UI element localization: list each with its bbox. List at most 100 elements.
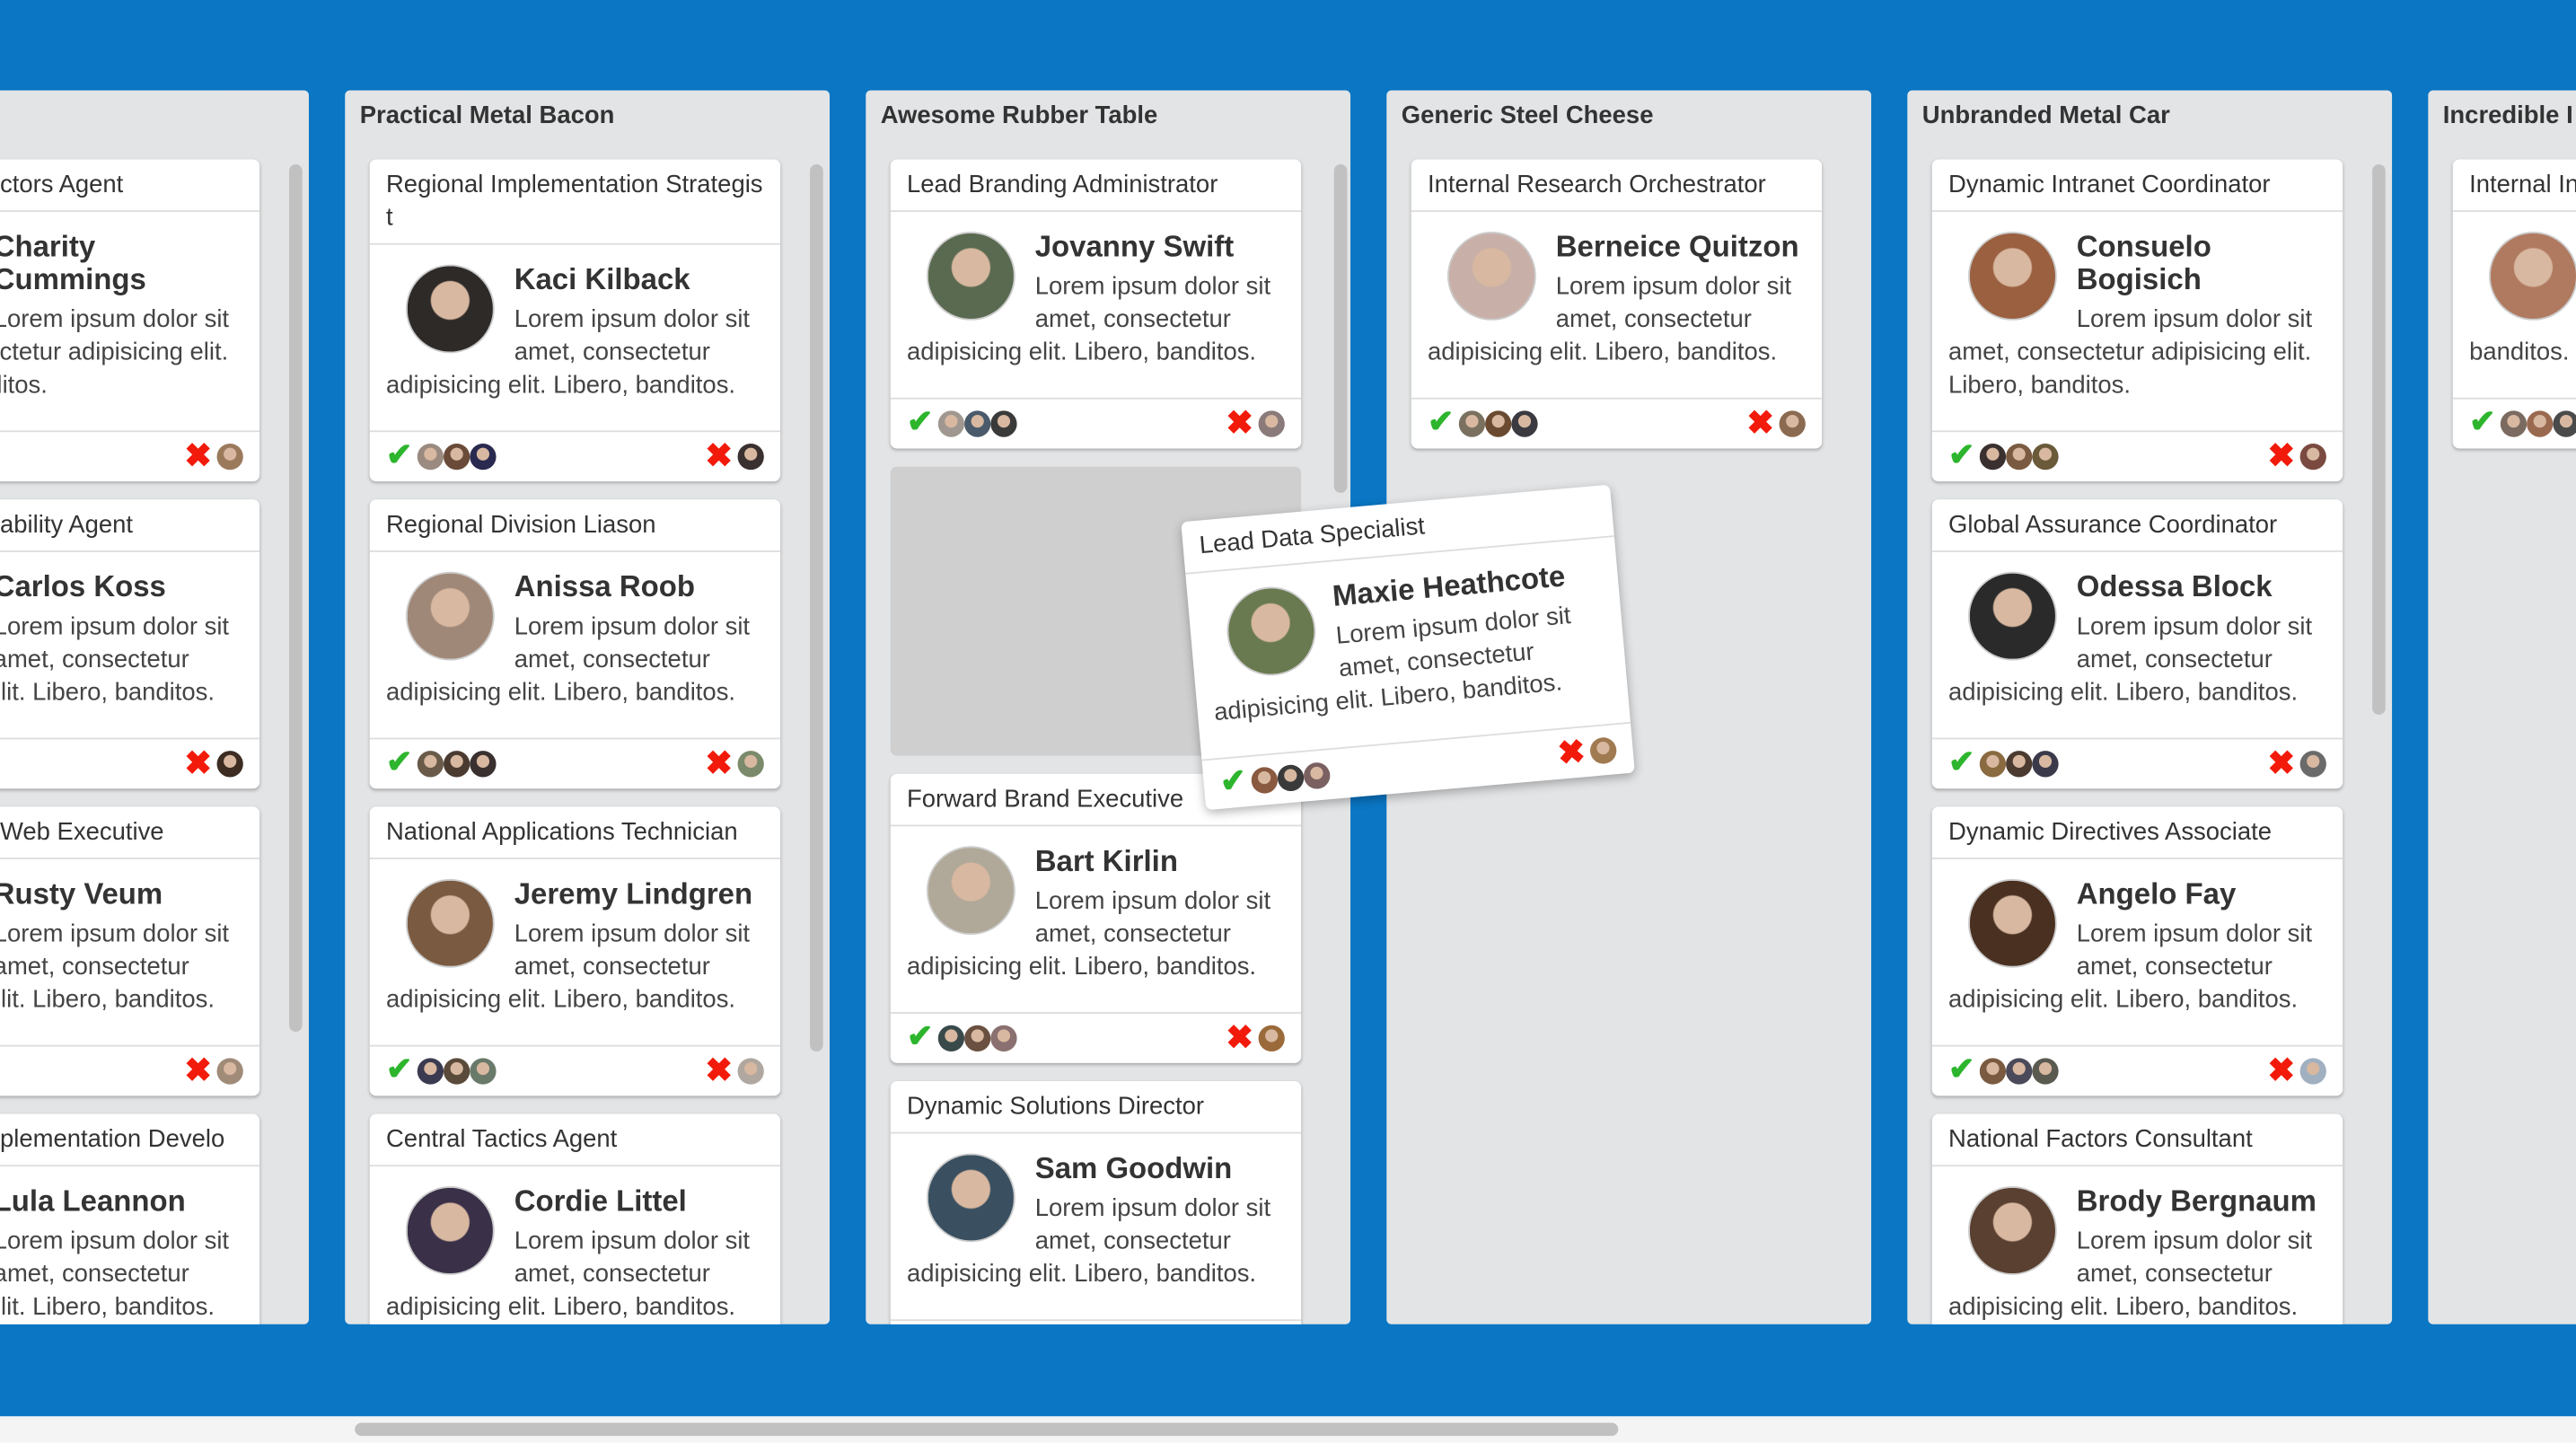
card[interactable]: Lead Branding Administrator Jovanny Swift… (890, 159, 1302, 449)
avatar (405, 878, 495, 968)
vertical-scrollbar-thumb[interactable] (810, 163, 823, 1052)
cross-icon[interactable]: ✖ (705, 745, 734, 782)
card-body: Sam Goodwin Lorem ipsum dolor sit amet, c… (891, 1134, 1301, 1320)
card-name: Jeremy Lindgren (514, 877, 753, 911)
approver-avatar (2005, 1058, 2033, 1085)
avatar (1446, 231, 1536, 321)
card[interactable]: Regional Implementation Strategist Kaci K… (369, 159, 781, 482)
card-description: Lorem ipsum dolor sit amet, consectetur … (385, 919, 751, 1014)
card[interactable]: Global Assurance Coordinator Odessa Block… (1931, 499, 2343, 789)
rejecter-avatar (737, 1058, 764, 1085)
vertical-scrollbar-thumb[interactable] (289, 163, 303, 1033)
dragged-card[interactable]: Lead Data Specialist Maxie Heathcote Lorem… (1181, 484, 1635, 811)
card[interactable]: plementation Develo Lula Leannon Lorem ips… (0, 1113, 260, 1324)
card[interactable]: Dynamic Solutions Director Sam Goodwin Lor… (890, 1080, 1302, 1324)
cross-icon[interactable]: ✖ (2267, 438, 2296, 475)
approver-avatar (417, 751, 444, 778)
cross-icon[interactable]: ✖ (705, 438, 734, 475)
card-title: ctors Agent (0, 159, 260, 213)
card-body: Angelo Fay Lorem ipsum dolor sit amet, co… (1932, 859, 2343, 1045)
approver-avatar (990, 410, 1017, 437)
cross-icon[interactable]: ✖ (2267, 1052, 2296, 1090)
card-body: Berneice Quitzon Lorem ipsum dolor sit am… (1411, 212, 1822, 398)
rejecter-avatar (1258, 1025, 1285, 1052)
check-icon[interactable]: ✔ (1428, 405, 1455, 441)
card[interactable]: Dynamic Intranet Coordinator Consuelo Bog… (1931, 159, 2343, 482)
card-description: Lorem ipsum dolor sit amet, consectetur … (385, 305, 751, 400)
vertical-scrollbar-thumb[interactable] (1333, 163, 1348, 493)
cross-icon[interactable]: ✖ (2267, 745, 2296, 782)
approver-avatar (443, 751, 470, 778)
card[interactable]: Web Executive Rusty Veum Lorem ipsum dolor… (0, 806, 260, 1096)
card-footer: ✔✖ (1931, 1044, 2343, 1096)
check-icon[interactable]: ✔ (1948, 438, 1975, 473)
approver-avatar (1250, 766, 1279, 795)
card-body: Lorem ipsum dolor sit amet, consectetur … (2453, 212, 2576, 398)
card[interactable]: Central Tactics Agent Cordie Littel Lorem … (369, 1113, 781, 1324)
card[interactable]: National Applications Technician Jeremy L… (369, 806, 781, 1096)
card[interactable]: Dynamic Directives Associate Angelo Fay Lo… (1931, 806, 2343, 1096)
approver-avatar (1511, 410, 1538, 437)
card-body: Maxie Heathcote Lorem ipsum dolor sit ame… (1185, 537, 1631, 760)
card[interactable]: National Factors Consultant Brody Bergnau… (1931, 1113, 2343, 1324)
card-body: Kaci Kilback Lorem ipsum dolor sit amet, … (370, 245, 780, 431)
approver-avatar (417, 1058, 444, 1085)
check-icon[interactable]: ✔ (1218, 763, 1248, 801)
vertical-scrollbar-thumb[interactable] (2372, 163, 2386, 715)
horizontal-scrollbar[interactable] (0, 1416, 2576, 1443)
card-body: Cordie Littel Lorem ipsum dolor sit amet,… (370, 1166, 780, 1324)
avatar (926, 231, 1015, 321)
card[interactable]: ability Agent Carlos Koss Lorem ipsum dolo… (0, 499, 260, 789)
check-icon[interactable]: ✔ (385, 1052, 413, 1088)
approver-avatar (443, 1058, 470, 1085)
approver-avatar (990, 1025, 1017, 1052)
cross-icon[interactable]: ✖ (184, 745, 213, 782)
check-icon[interactable]: ✔ (385, 438, 413, 473)
card-name: Odessa Block (2076, 569, 2273, 603)
card-description: Lorem ipsum dolor sit amet, consectetur … (385, 1227, 751, 1322)
check-icon[interactable]: ✔ (907, 1020, 934, 1055)
card[interactable]: Internal Research Orchestrator Berneice Q… (1411, 159, 1823, 449)
horizontal-scrollbar-thumb[interactable] (355, 1422, 1619, 1437)
approver-avatar (1979, 751, 2006, 778)
card-name: Charity Cummings (0, 230, 146, 296)
card-footer: ✔✖ (890, 397, 1302, 449)
card-body: Brody Bergnaum Lorem ipsum dolor sit amet… (1932, 1166, 2343, 1324)
column-title: Unbranded Metal Car (1921, 101, 2170, 130)
card-title: Web Executive (0, 806, 260, 859)
card[interactable]: Forward Brand Executive Bart Kirlin Lorem … (890, 773, 1302, 1063)
check-icon[interactable]: ✔ (907, 405, 934, 441)
card-body: Lula Leannon Lorem ipsum dolor sit amet, … (0, 1166, 259, 1324)
card-footer: ✔✖ (890, 1319, 1302, 1324)
check-icon[interactable]: ✔ (1948, 1052, 1975, 1088)
card-title: National Factors Consultant (1931, 1114, 2343, 1167)
avatar (926, 1153, 1015, 1243)
cross-icon[interactable]: ✖ (705, 1052, 734, 1090)
card-footer: ✔✖ (0, 430, 260, 481)
cross-icon[interactable]: ✖ (1226, 1020, 1254, 1057)
approver-avatar (1484, 410, 1512, 437)
approver-avatar (2005, 751, 2033, 778)
cross-icon[interactable]: ✖ (1226, 405, 1254, 443)
cross-icon[interactable]: ✖ (184, 438, 213, 475)
card-name: Consuelo Bogisich (2076, 230, 2211, 296)
card[interactable]: Regional Division Liason Anissa Roob Lorem… (369, 499, 781, 789)
card[interactable]: ctors Agent Charity Cummings Lorem ipsum d… (0, 159, 260, 482)
card-body: Odessa Block Lorem ipsum dolor sit amet, … (1932, 552, 2343, 738)
card-footer: ✔✖ (369, 1044, 781, 1096)
cross-icon[interactable]: ✖ (1746, 405, 1775, 443)
cross-icon[interactable]: ✖ (184, 1052, 213, 1090)
check-icon[interactable]: ✔ (2469, 405, 2496, 441)
approver-avatar (470, 444, 497, 471)
approver-avatar (470, 1058, 497, 1085)
approver-avatar (2032, 444, 2059, 471)
check-icon[interactable]: ✔ (385, 745, 413, 781)
card-name: Sam Goodwin (1034, 1151, 1233, 1185)
card-description: Lorem ipsum dolor sit amet, consectetur … (0, 919, 230, 1014)
card-footer: ✔✖ (1411, 397, 1823, 449)
card[interactable]: Internal In Lorem ipsum dolor sit amet, c… (2452, 159, 2576, 449)
card-description: Lorem ipsum dolor sit amet, consectetur … (1948, 1227, 2313, 1322)
approver-avatar (937, 1025, 964, 1052)
cross-icon[interactable]: ✖ (1556, 734, 1587, 773)
check-icon[interactable]: ✔ (1948, 745, 1975, 781)
